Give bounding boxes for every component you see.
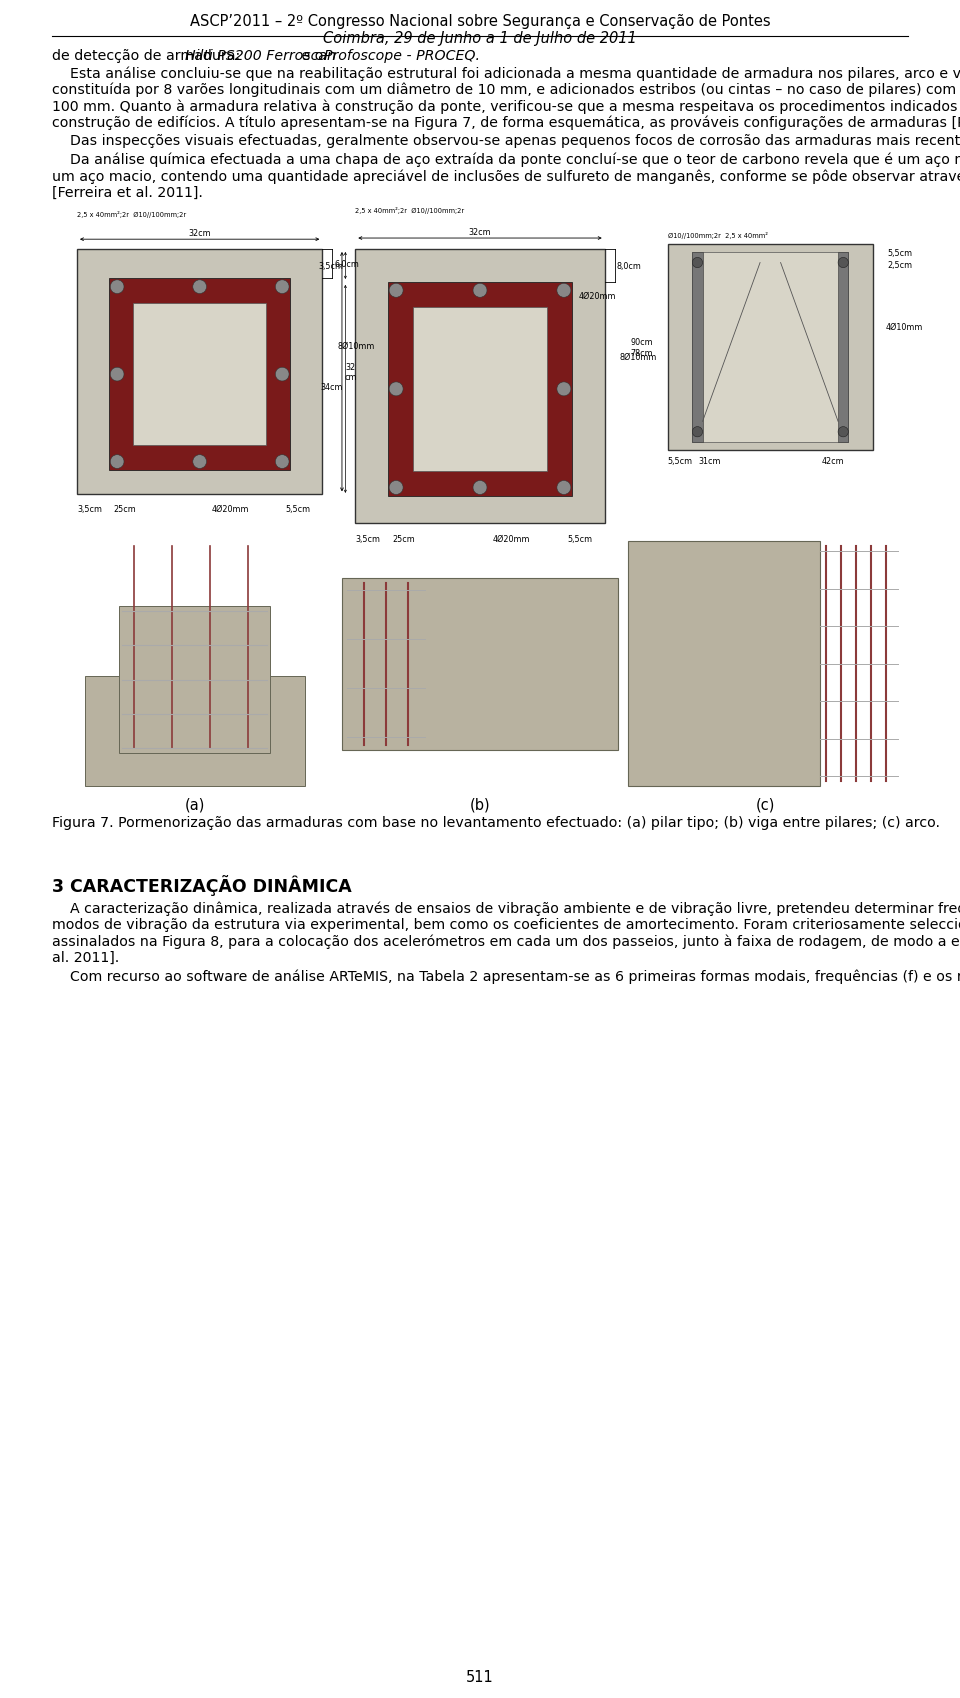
Circle shape [389, 284, 403, 299]
Text: Ø10//100mm;2r  2,5 x 40mm²: Ø10//100mm;2r 2,5 x 40mm² [667, 231, 768, 239]
Text: Com recurso ao software de análise ARTeMIS, na Tabela 2 apresentam-se as 6 prime: Com recurso ao software de análise ARTeM… [52, 970, 960, 983]
Bar [692, 253, 703, 443]
Circle shape [389, 481, 403, 496]
Bar [84, 676, 304, 786]
Bar [388, 284, 572, 496]
Text: 4Ø20mm: 4Ø20mm [492, 535, 530, 543]
Bar [119, 606, 271, 754]
Circle shape [692, 258, 703, 268]
Bar [355, 250, 605, 525]
Text: 34cm: 34cm [321, 382, 344, 392]
Text: e o: e o [297, 49, 327, 63]
Text: 2,5 x 40mm²;2r  Ø10//100mm;2r: 2,5 x 40mm²;2r Ø10//100mm;2r [355, 207, 465, 214]
Text: 8Ø10mm: 8Ø10mm [619, 353, 657, 362]
Circle shape [193, 455, 206, 469]
Text: assinalados na Figura 8, para a colocação dos acelerómetros em cada um dos passe: assinalados na Figura 8, para a colocaçã… [52, 934, 960, 949]
Text: ASCP’2011 – 2º Congresso Nacional sobre Segurança e Conservação de Pontes: ASCP’2011 – 2º Congresso Nacional sobre … [190, 14, 770, 29]
Text: 6,0cm: 6,0cm [334, 260, 359, 268]
Text: 25cm: 25cm [393, 535, 416, 543]
Text: 5,5cm: 5,5cm [887, 248, 912, 258]
Text: Hilti PS200 Ferroscan: Hilti PS200 Ferroscan [185, 49, 336, 63]
Circle shape [838, 428, 849, 438]
Circle shape [692, 428, 703, 438]
Text: 2,5cm: 2,5cm [887, 261, 912, 270]
Text: 31cm: 31cm [699, 457, 721, 467]
Text: 32
cm: 32 cm [345, 363, 357, 382]
Text: Da análise química efectuada a uma chapa de aço extraída da ponte concluí-se que: Da análise química efectuada a uma chapa… [52, 153, 960, 166]
Text: 3,5cm: 3,5cm [355, 535, 380, 543]
Text: 5,5cm: 5,5cm [285, 504, 311, 514]
Bar [628, 542, 821, 786]
Text: 3,5cm: 3,5cm [319, 261, 344, 270]
Circle shape [473, 284, 487, 299]
Text: [Ferreira et al. 2011].: [Ferreira et al. 2011]. [52, 185, 203, 199]
Bar [108, 278, 291, 470]
Text: constituída por 8 varões longitudinais com um diâmetro de 10 mm, e adicionados e: constituída por 8 varões longitudinais c… [52, 83, 960, 97]
Text: 3,5cm: 3,5cm [77, 504, 102, 514]
Text: 25cm: 25cm [114, 504, 136, 514]
Text: Profoscope - PROCEQ.: Profoscope - PROCEQ. [324, 49, 480, 63]
Circle shape [389, 382, 403, 397]
Circle shape [276, 368, 289, 382]
Text: 511: 511 [467, 1669, 493, 1684]
Bar [77, 250, 323, 496]
Circle shape [110, 455, 124, 469]
Text: 100 mm. Quanto à armadura relativa à construção da ponte, verificou-se que a mes: 100 mm. Quanto à armadura relativa à con… [52, 98, 960, 114]
Circle shape [557, 481, 571, 496]
Text: 90cm
78cm: 90cm 78cm [631, 338, 654, 358]
Text: (c): (c) [756, 796, 775, 812]
Text: (a): (a) [184, 796, 204, 812]
Text: A caracterização dinâmica, realizada através de ensaios de vibração ambiente e d: A caracterização dinâmica, realizada atr… [52, 902, 960, 915]
Text: modos de vibração da estrutura via experimental, bem como os coeficientes de amo: modos de vibração da estrutura via exper… [52, 917, 960, 932]
Text: 8Ø10mm: 8Ø10mm [337, 341, 374, 351]
Text: 42cm: 42cm [822, 457, 844, 467]
Text: de detecção de armadura:: de detecção de armadura: [52, 49, 245, 63]
Circle shape [276, 280, 289, 294]
Text: 4Ø20mm: 4Ø20mm [579, 292, 616, 301]
Circle shape [838, 258, 849, 268]
Bar [667, 245, 873, 452]
Circle shape [557, 382, 571, 397]
Bar [838, 253, 849, 443]
Text: 32cm: 32cm [468, 228, 492, 238]
Circle shape [110, 368, 124, 382]
Text: Esta análise concluiu-se que na reabilitação estrutural foi adicionada a mesma q: Esta análise concluiu-se que na reabilit… [52, 66, 960, 80]
Text: 5,5cm: 5,5cm [567, 535, 592, 543]
Text: Das inspecções visuais efectuadas, geralmente observou-se apenas pequenos focos : Das inspecções visuais efectuadas, geral… [52, 134, 960, 148]
Text: 5,5cm: 5,5cm [667, 457, 693, 467]
Text: al. 2011].: al. 2011]. [52, 951, 119, 964]
Text: (b): (b) [469, 796, 491, 812]
Circle shape [557, 284, 571, 299]
Circle shape [473, 481, 487, 496]
Text: construção de edifícios. A título apresentam-se na Figura 7, de forma esquemátic: construção de edifícios. A título aprese… [52, 115, 960, 131]
Text: Figura 7. Pormenorização das armaduras com base no levantamento efectuado: (a) p: Figura 7. Pormenorização das armaduras c… [52, 815, 940, 829]
Circle shape [193, 280, 206, 294]
Bar [692, 253, 849, 443]
Text: 32cm: 32cm [188, 229, 211, 238]
Circle shape [110, 280, 124, 294]
Circle shape [276, 455, 289, 469]
Text: 4Ø20mm: 4Ø20mm [212, 504, 250, 514]
Bar [413, 307, 547, 472]
Text: um aço macio, contendo uma quantidade apreciável de inclusões de sulfureto de ma: um aço macio, contendo uma quantidade ap… [52, 168, 960, 183]
Text: 4Ø10mm: 4Ø10mm [885, 323, 923, 331]
Text: 3 CARACTERIZAÇÃO DINÂMICA: 3 CARACTERIZAÇÃO DINÂMICA [52, 874, 351, 897]
Text: 8,0cm: 8,0cm [616, 261, 641, 270]
Bar [343, 579, 617, 751]
Text: Coimbra, 29 de Junho a 1 de Julho de 2011: Coimbra, 29 de Junho a 1 de Julho de 201… [324, 31, 636, 46]
Bar [133, 304, 266, 447]
Text: 2,5 x 40mm²;2r  Ø10//100mm;2r: 2,5 x 40mm²;2r Ø10//100mm;2r [77, 211, 186, 217]
